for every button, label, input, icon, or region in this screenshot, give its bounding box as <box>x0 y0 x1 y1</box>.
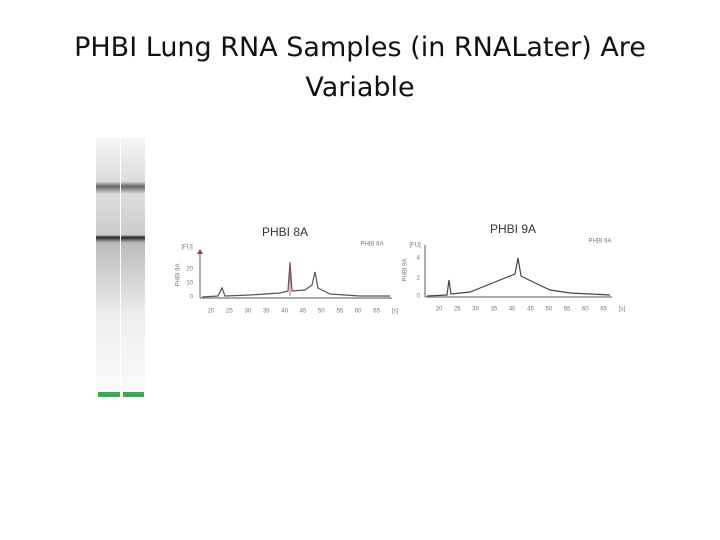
x-tick-label: 30 <box>244 309 251 315</box>
y-tick-label: 2 <box>417 276 421 282</box>
trace-9a <box>424 245 612 298</box>
y-tick-label: 20 <box>186 267 193 273</box>
x-tick-label: 30 <box>472 307 479 313</box>
x-tick-label: 55 <box>336 309 343 315</box>
x-tick-label: 40 <box>509 307 516 313</box>
panel-label: PHBI 8A <box>262 225 308 239</box>
y-tick-label: 0 <box>190 295 194 301</box>
corner-label: PHBI 8A <box>360 242 383 248</box>
x-tick-label: 35 <box>491 307 498 313</box>
x-tick-label: 20 <box>436 307 443 313</box>
x-tick-label: 45 <box>527 307 534 313</box>
panel-label: PHBI 9A <box>490 222 536 236</box>
corner-label: PHBI 9A <box>588 239 611 245</box>
x-tick-label: 40 <box>281 309 288 315</box>
y-tick-label: 0 <box>417 294 421 300</box>
x-tick-label: 55 <box>564 307 571 313</box>
x-tick-label: 50 <box>318 309 325 315</box>
x-tick-label: 35 <box>263 309 270 315</box>
x-tick-label: 65 <box>373 309 380 315</box>
x-tick-label: 50 <box>545 307 552 313</box>
side-label: PHBI 8A <box>176 263 182 286</box>
y-tick-label: 10 <box>186 281 193 287</box>
side-label: PHBI 9A <box>403 258 409 281</box>
x-tick-label: 65 <box>600 307 607 313</box>
y-unit: [FU] <box>409 243 421 249</box>
y-tick-label: 4 <box>417 256 421 262</box>
x-tick-label: 60 <box>582 307 589 313</box>
slide-title: PHBI Lung RNA Samples (in RNALater) Are … <box>74 32 646 103</box>
x-tick-label: [s] <box>392 309 399 315</box>
x-tick-label: 20 <box>208 309 215 315</box>
trace-8a <box>197 249 392 299</box>
x-tick-label: 45 <box>300 309 307 315</box>
y-unit: [FU] <box>181 245 193 251</box>
gel-image <box>96 138 145 397</box>
x-tick-label: [s] <box>619 307 626 313</box>
x-tick-label: 25 <box>226 309 233 315</box>
x-tick-label: 60 <box>355 309 362 315</box>
x-tick-label: 25 <box>454 307 461 313</box>
